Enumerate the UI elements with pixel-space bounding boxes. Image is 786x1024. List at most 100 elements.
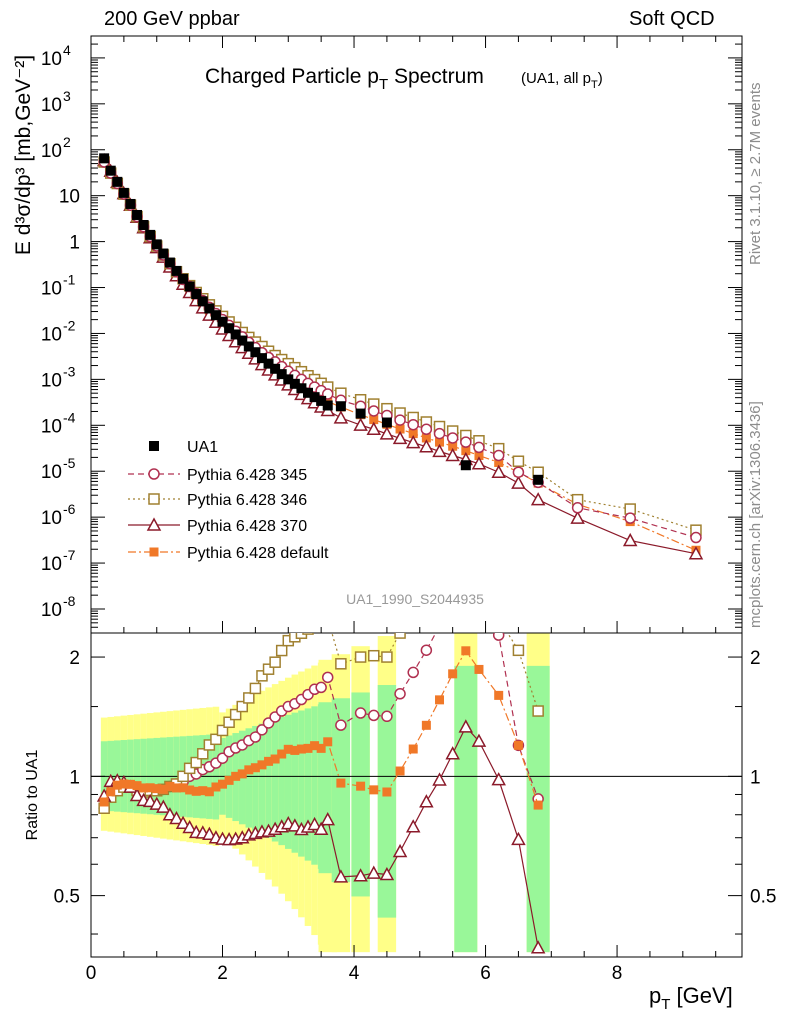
data-point (217, 316, 228, 327)
band-green (252, 725, 259, 831)
y-tick-label: 10 (41, 49, 62, 70)
point-370 (366, 421, 382, 436)
point-346 (323, 614, 333, 624)
ratio-tick-label: 2 (69, 648, 80, 669)
band-green (351, 692, 370, 897)
point-370 (530, 492, 546, 506)
point-346 (381, 651, 393, 663)
point-default (191, 786, 201, 796)
band-green (212, 734, 220, 820)
point-default (231, 771, 241, 781)
point-370 (405, 819, 421, 833)
point-345 (474, 614, 484, 624)
point-345 (368, 709, 380, 722)
point-370 (129, 787, 145, 802)
point-346 (249, 682, 262, 695)
point-default (448, 669, 458, 679)
data-point (533, 474, 544, 485)
point-370 (445, 447, 460, 462)
point-default (296, 744, 306, 754)
point-default (204, 787, 214, 797)
legend-label: UA1 (187, 439, 218, 456)
point-345 (335, 719, 347, 731)
data-point (210, 310, 221, 321)
point-345 (420, 644, 433, 656)
point-346 (183, 762, 196, 775)
point-346 (148, 493, 160, 505)
point-default (494, 690, 504, 700)
point-346 (223, 716, 235, 729)
point-345 (249, 731, 262, 743)
point-default (356, 781, 366, 791)
point-default (149, 547, 159, 557)
data-point (309, 392, 320, 403)
data-point (263, 358, 274, 369)
legend-label: Pythia 6.428 346 (187, 492, 307, 509)
point-346 (275, 644, 288, 657)
point-370 (419, 794, 434, 808)
axis-ticks (90, 35, 742, 957)
y-tick-exponent: -1 (63, 272, 76, 288)
point-default (125, 779, 135, 789)
data-point (197, 296, 208, 307)
data-point (112, 176, 123, 187)
data-point (460, 460, 471, 471)
band-green (454, 665, 478, 953)
legend-label: Pythia 6.428 345 (187, 467, 307, 484)
point-default (435, 437, 445, 447)
y-tick-exponent: -5 (63, 455, 76, 471)
legend-label: Pythia 6.428 370 (187, 518, 307, 535)
point-370 (432, 772, 447, 786)
ratio-tick-label: 0.5 (750, 887, 776, 908)
legend: UA1 Pythia 6.428 345 Pythia 6.428 346 Pythi… (128, 439, 329, 562)
y-tick-label: 10 (41, 462, 62, 483)
y-tick-exponent: 3 (63, 88, 71, 104)
data-point (149, 441, 159, 451)
point-default (132, 781, 142, 791)
data-point (118, 187, 129, 198)
point-370 (333, 410, 349, 424)
point-default (264, 756, 274, 766)
point-370 (307, 816, 322, 831)
point-default (218, 779, 228, 789)
chart-title: Charged Particle pT Spectrum (205, 65, 484, 93)
point-345 (256, 724, 268, 736)
point-default (119, 779, 129, 789)
point-345 (492, 633, 505, 641)
band-green (377, 685, 397, 918)
ratio-frame (90, 632, 743, 958)
ratio-layer (96, 614, 546, 954)
y-tick-exponent: -6 (63, 501, 76, 517)
point-370 (333, 869, 349, 883)
band-green (265, 721, 272, 838)
point-370 (379, 426, 395, 440)
data-point (303, 387, 313, 398)
band-green (271, 719, 279, 842)
point-370 (622, 532, 638, 547)
mcplots-reference: mcplots.cern.ch [arXiv:1306.3436] (747, 401, 764, 628)
data-point (230, 329, 241, 340)
point-default (421, 720, 431, 730)
point-default (461, 646, 471, 656)
rivet-version: Rivet 3.1.10, ≥ 2.7M events (747, 82, 764, 266)
point-default (171, 783, 181, 793)
band-green (291, 712, 299, 853)
x-axis-label: pT [GeV] (649, 983, 733, 1013)
point-346 (190, 756, 202, 769)
data-point (184, 281, 195, 292)
y-tick-label: 10 (41, 508, 62, 529)
point-346 (474, 614, 484, 624)
point-346 (354, 651, 367, 663)
point-370 (458, 719, 474, 733)
point-default (323, 737, 333, 747)
data-point (164, 257, 175, 268)
data-point (296, 383, 307, 394)
point-default (303, 743, 313, 753)
data-point (151, 239, 162, 250)
data-point (276, 369, 287, 380)
ratio-axis-label: Ratio to UA1 (24, 750, 41, 841)
data-point (132, 209, 143, 220)
point-370 (175, 815, 191, 830)
point-370 (511, 831, 526, 846)
y-tick-label: 10 (41, 324, 62, 345)
